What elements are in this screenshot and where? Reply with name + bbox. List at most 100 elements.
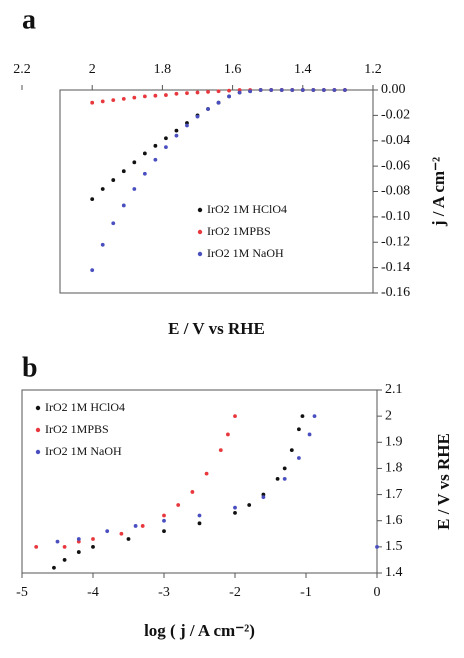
data-point: [289, 448, 294, 453]
y-tick-label: -0.02: [381, 108, 410, 123]
data-point: [119, 531, 124, 536]
data-point: [197, 521, 202, 526]
data-point: [121, 203, 126, 208]
legend-label: IrO2 1M HClO4: [45, 400, 125, 414]
y-tick-label: -0.16: [381, 285, 410, 300]
data-point: [297, 456, 301, 460]
data-point: [174, 133, 179, 138]
data-point: [121, 96, 126, 101]
data-point: [275, 476, 280, 481]
data-point: [111, 178, 116, 182]
data-point: [321, 88, 326, 92]
data-point: [300, 414, 305, 419]
x-tick-label: -3: [158, 585, 170, 600]
y-tick-label: 1.9: [385, 435, 403, 450]
data-point: [195, 114, 200, 119]
data-point: [100, 99, 105, 104]
x-tick-label: 2: [89, 62, 96, 77]
data-point: [269, 88, 274, 92]
data-point: [174, 128, 179, 133]
data-point: [332, 88, 337, 92]
legend-marker: [35, 427, 41, 433]
y-tick-label: 1.7: [385, 487, 403, 502]
data-point: [174, 91, 179, 96]
legend-label: IrO2 1MPBS: [207, 224, 271, 238]
data-point: [248, 89, 253, 94]
data-point: [100, 242, 105, 247]
data-point: [206, 107, 210, 111]
y-tick-label: -0.10: [381, 209, 410, 224]
x-tick-label: 0: [374, 585, 381, 600]
data-point: [111, 221, 116, 226]
data-point: [162, 529, 166, 534]
plot-frame: [59, 89, 374, 294]
data-point: [185, 91, 189, 96]
data-point: [76, 550, 81, 554]
x-tick-label: 1.6: [224, 62, 242, 77]
data-point: [52, 565, 56, 570]
data-point: [375, 544, 379, 549]
data-point: [218, 448, 223, 453]
data-point: [279, 88, 284, 92]
y-tick-label: 1.8: [385, 461, 403, 476]
data-point: [90, 100, 95, 105]
x-tick-label: 1.4: [294, 62, 312, 77]
data-point: [282, 476, 287, 481]
data-point: [162, 518, 166, 523]
data-point: [247, 503, 252, 507]
data-point: [195, 90, 200, 95]
y-axis-title: j / A cm⁻²: [429, 157, 448, 227]
data-point: [233, 414, 237, 419]
data-point: [185, 123, 189, 128]
data-point: [126, 537, 131, 541]
data-point: [227, 88, 231, 93]
data-point: [176, 503, 181, 507]
data-point: [133, 524, 138, 528]
x-tick-label: 1.8: [154, 62, 172, 77]
x-tick-label: -5: [16, 585, 28, 600]
legend-label: IrO2 1M HClO4: [207, 202, 287, 216]
x-tick-label: 2.2: [13, 62, 31, 77]
data-point: [216, 100, 221, 105]
x-axis-title: log ( j / A cm⁻²): [144, 621, 255, 640]
data-point: [227, 94, 231, 99]
data-point: [297, 427, 301, 432]
legend-marker: [35, 405, 41, 411]
data-point: [100, 187, 105, 191]
y-tick-label: -0.08: [381, 184, 410, 199]
data-point: [140, 524, 145, 528]
data-point: [111, 98, 116, 103]
data-point: [162, 513, 166, 518]
data-point: [142, 94, 147, 99]
data-point: [153, 143, 158, 148]
data-point: [132, 160, 137, 165]
data-point: [204, 471, 209, 476]
x-tick-label: -1: [300, 585, 312, 600]
data-point: [76, 539, 81, 544]
data-point: [153, 157, 158, 162]
data-point: [62, 558, 67, 562]
data-point: [142, 151, 147, 156]
y-tick-label: -0.12: [381, 234, 410, 249]
y-tick-label: 1.6: [385, 513, 403, 528]
data-point: [261, 495, 266, 500]
data-point: [226, 432, 230, 437]
data-point: [261, 492, 266, 497]
data-point: [62, 544, 67, 549]
data-point: [34, 544, 39, 549]
legend-marker: [197, 229, 203, 235]
legend-marker: [35, 449, 41, 455]
data-point: [90, 268, 95, 273]
data-point: [233, 510, 237, 515]
data-point: [164, 93, 168, 97]
data-point: [190, 490, 195, 494]
data-point: [76, 537, 81, 541]
data-point: [105, 529, 110, 534]
data-point: [216, 89, 221, 94]
y-tick-label: -0.14: [381, 260, 410, 275]
data-point: [90, 197, 95, 202]
x-tick-label: 1.2: [364, 62, 382, 77]
data-point: [311, 88, 316, 92]
legend-marker: [197, 251, 203, 257]
